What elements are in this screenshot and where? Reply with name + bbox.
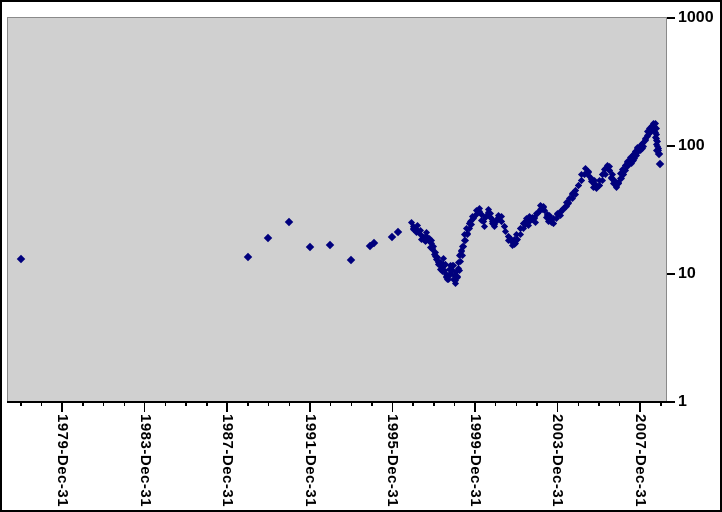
x-minor-tick bbox=[185, 402, 187, 406]
x-major-tick bbox=[474, 402, 476, 412]
x-minor-tick bbox=[123, 402, 126, 406]
x-tick-label: 2003-Dec-31 bbox=[549, 414, 567, 508]
x-minor-tick bbox=[20, 402, 22, 406]
x-minor-tick bbox=[350, 402, 353, 406]
y-major-tick bbox=[667, 145, 675, 147]
x-minor-tick bbox=[618, 402, 621, 406]
x-minor-tick bbox=[494, 402, 497, 406]
x-minor-tick bbox=[371, 402, 373, 406]
x-minor-tick bbox=[288, 402, 291, 406]
y-major-tick bbox=[667, 273, 675, 275]
y-tick-label: 10 bbox=[678, 265, 696, 282]
y-tick-label: 1000 bbox=[678, 9, 714, 26]
x-tick-label: 1999-Dec-31 bbox=[466, 414, 484, 508]
y-tick-label: 1 bbox=[678, 393, 687, 410]
x-tick-label: 2007-Dec-31 bbox=[631, 414, 649, 508]
x-major-tick bbox=[556, 402, 559, 412]
x-major-tick bbox=[143, 402, 146, 412]
x-minor-tick bbox=[329, 402, 332, 406]
x-minor-tick bbox=[102, 402, 105, 406]
x-minor-tick bbox=[412, 402, 414, 406]
x-minor-tick bbox=[515, 402, 518, 406]
x-minor-tick bbox=[577, 402, 580, 406]
x-minor-tick bbox=[206, 402, 208, 406]
x-tick-label: 1979-Dec-31 bbox=[54, 414, 72, 508]
x-major-tick bbox=[391, 402, 394, 412]
x-minor-tick bbox=[82, 402, 84, 406]
y-major-tick bbox=[667, 17, 675, 19]
y-tick-label: 100 bbox=[678, 137, 705, 154]
x-major-tick bbox=[309, 402, 311, 412]
x-major-tick bbox=[226, 402, 228, 412]
plot-area bbox=[7, 17, 667, 402]
x-minor-tick bbox=[660, 402, 662, 406]
x-axis-line bbox=[7, 401, 668, 403]
x-tick-label: 1987-Dec-31 bbox=[219, 414, 237, 508]
x-tick-label: 1991-Dec-31 bbox=[301, 414, 319, 508]
x-minor-tick bbox=[453, 402, 456, 406]
x-tick-label: 1983-Dec-31 bbox=[136, 414, 154, 508]
x-minor-tick bbox=[267, 402, 270, 406]
x-minor-tick bbox=[433, 402, 435, 406]
x-tick-label: 1995-Dec-31 bbox=[384, 414, 402, 508]
x-minor-tick bbox=[598, 402, 600, 406]
x-minor-tick bbox=[247, 402, 249, 406]
x-minor-tick bbox=[40, 402, 43, 406]
x-minor-tick bbox=[536, 402, 538, 406]
y-major-tick bbox=[667, 401, 675, 403]
x-minor-tick bbox=[164, 402, 167, 406]
x-major-tick bbox=[639, 402, 641, 412]
x-major-tick bbox=[61, 402, 63, 412]
